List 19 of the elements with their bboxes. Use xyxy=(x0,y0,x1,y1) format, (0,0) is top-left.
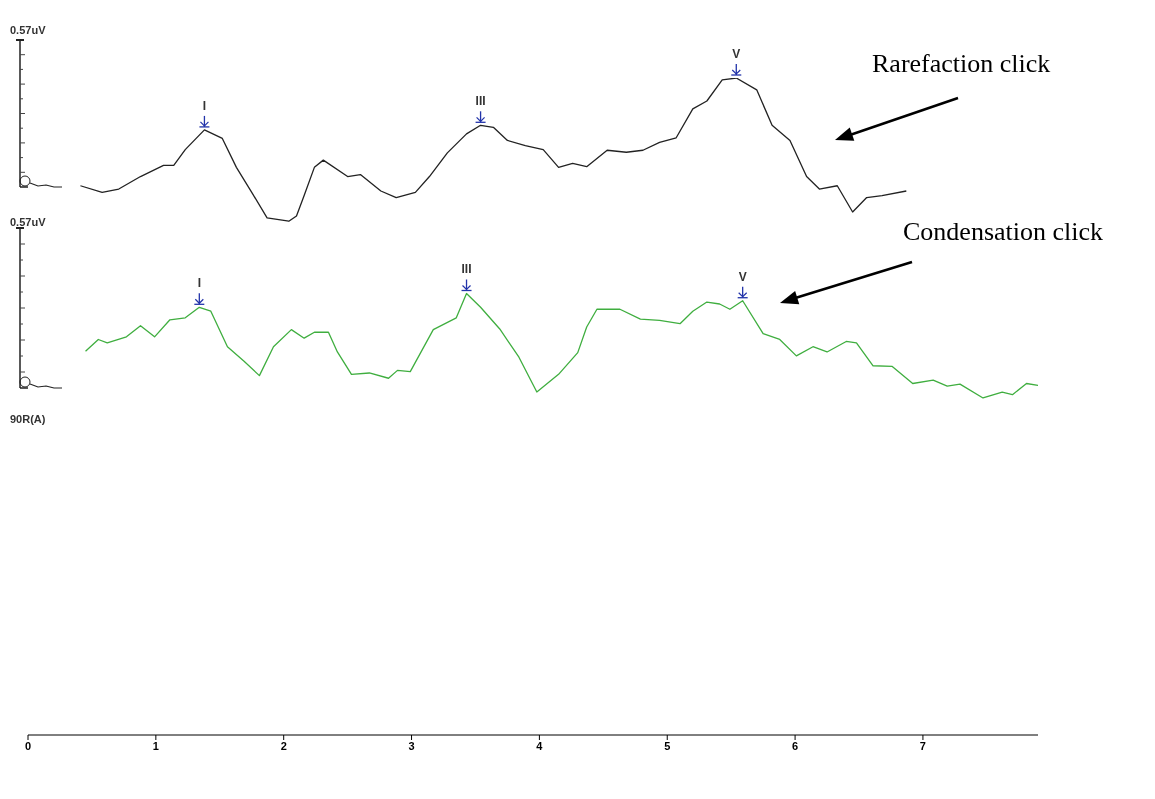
text: Condensation click xyxy=(903,216,1104,246)
annotation: I xyxy=(202,98,207,113)
x-tick-label: 7 xyxy=(919,739,926,752)
x-tick-label: 2 xyxy=(280,739,287,752)
annotation: I xyxy=(197,276,201,291)
text: Rarefaction click xyxy=(872,48,1051,78)
text: 0.57uV xyxy=(10,24,47,36)
annotation: III xyxy=(475,94,486,109)
x-tick-label: 1 xyxy=(152,739,159,752)
x-tick-label: 3 xyxy=(408,739,415,752)
x-tick-label: 5 xyxy=(664,739,671,752)
annotation: V xyxy=(738,269,747,284)
annotation: 0.57uV xyxy=(10,216,47,228)
x-tick-label: 4 xyxy=(536,739,544,752)
x-tick-label: 6 xyxy=(792,739,799,752)
annotation: 90R(A) xyxy=(10,413,46,425)
x-tick-label: 0 xyxy=(24,739,32,752)
annotation: V xyxy=(732,47,741,61)
annotation: III xyxy=(461,262,472,277)
